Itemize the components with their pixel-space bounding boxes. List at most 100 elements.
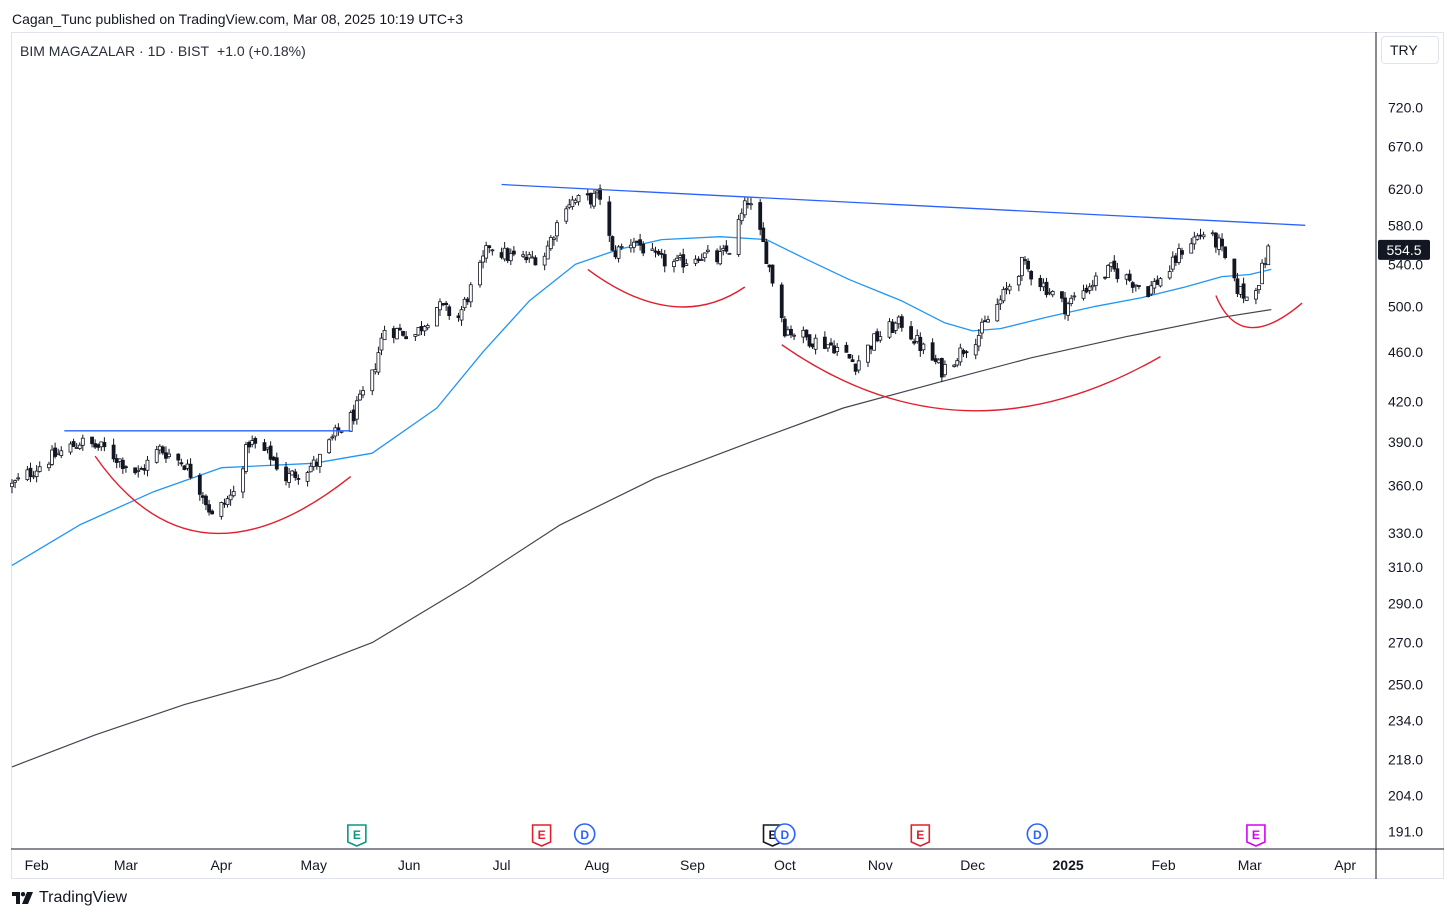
symbol-name[interactable]: BIM MAGAZALAR · 1D · BIST bbox=[20, 43, 210, 59]
dividend-icon[interactable] bbox=[774, 823, 796, 845]
candle-body bbox=[1044, 281, 1049, 296]
candle bbox=[499, 247, 504, 260]
candle bbox=[727, 252, 732, 255]
dividend-marker[interactable]: D bbox=[1026, 823, 1049, 845]
tradingview-logo-icon bbox=[12, 892, 33, 904]
earnings-marker[interactable]: E bbox=[347, 824, 367, 847]
candle bbox=[330, 434, 335, 441]
candle-body bbox=[835, 347, 840, 353]
candle bbox=[47, 461, 51, 472]
candle-body bbox=[524, 256, 529, 261]
price-tick-label: 500.0 bbox=[1388, 298, 1423, 314]
earnings-icon[interactable] bbox=[347, 824, 367, 847]
candle bbox=[1180, 247, 1184, 260]
trendline[interactable] bbox=[501, 183, 1306, 226]
currency-button[interactable]: TRY bbox=[1381, 36, 1439, 64]
candle-body bbox=[650, 248, 655, 251]
earnings-marker[interactable]: E bbox=[910, 824, 931, 847]
candle bbox=[976, 329, 981, 352]
candle bbox=[167, 448, 171, 459]
cup-arc[interactable] bbox=[94, 455, 352, 535]
cup-arc[interactable] bbox=[1215, 295, 1303, 329]
candle bbox=[1133, 284, 1138, 292]
candle-body bbox=[114, 458, 119, 463]
candle-body bbox=[973, 344, 978, 356]
candle-body bbox=[508, 252, 513, 262]
candle bbox=[899, 314, 904, 332]
cup-arc[interactable] bbox=[781, 344, 1161, 412]
candle-body bbox=[1195, 235, 1200, 240]
candle-body bbox=[361, 390, 365, 396]
candle-body bbox=[943, 363, 947, 376]
candle bbox=[653, 246, 658, 258]
candle bbox=[749, 197, 753, 210]
candle-body bbox=[890, 321, 895, 334]
candle bbox=[702, 252, 707, 262]
candle bbox=[484, 241, 489, 263]
candle-body bbox=[287, 473, 292, 483]
candle-body bbox=[659, 253, 664, 255]
candle bbox=[1044, 277, 1049, 298]
candle-body bbox=[391, 328, 396, 338]
candle-body bbox=[555, 222, 559, 237]
candle bbox=[382, 325, 387, 341]
candle bbox=[1198, 228, 1203, 240]
earnings-icon[interactable] bbox=[531, 824, 552, 847]
candle bbox=[394, 327, 399, 340]
time-tick-label: Sep bbox=[680, 857, 705, 873]
dividend-icon[interactable] bbox=[1026, 823, 1049, 845]
candle bbox=[1173, 252, 1178, 267]
candle bbox=[1189, 237, 1194, 254]
candle bbox=[185, 459, 190, 471]
candle bbox=[1029, 270, 1034, 286]
candle bbox=[585, 189, 590, 201]
candle bbox=[204, 494, 208, 511]
candle-body bbox=[398, 327, 402, 331]
candle-body bbox=[505, 248, 510, 261]
earnings-icon[interactable] bbox=[910, 824, 931, 847]
cup-arc[interactable] bbox=[587, 268, 746, 308]
candle bbox=[662, 249, 667, 273]
candle bbox=[56, 448, 61, 456]
candle bbox=[1244, 296, 1249, 301]
candle bbox=[505, 247, 510, 264]
dividend-icon[interactable] bbox=[573, 823, 596, 845]
candle bbox=[801, 326, 806, 344]
candle bbox=[398, 323, 402, 331]
candle-body bbox=[358, 393, 362, 401]
earnings-marker[interactable]: E bbox=[531, 824, 552, 847]
candle bbox=[77, 442, 82, 451]
candle-body bbox=[1072, 295, 1077, 298]
candle bbox=[1137, 285, 1141, 290]
candle-body bbox=[896, 316, 901, 325]
time-tick-label: Oct bbox=[774, 857, 796, 873]
candle bbox=[736, 214, 741, 257]
candle bbox=[779, 282, 784, 323]
tradingview-logo[interactable]: TradingView bbox=[12, 888, 127, 908]
candle bbox=[164, 446, 168, 463]
candle-body bbox=[632, 241, 636, 248]
candle-body bbox=[250, 440, 255, 445]
earnings-marker[interactable]: E bbox=[1246, 824, 1266, 847]
candle-body bbox=[939, 358, 944, 378]
candle bbox=[1170, 251, 1175, 272]
candle bbox=[1047, 288, 1052, 296]
candle-body bbox=[293, 471, 298, 478]
price-tick-label: 310.0 bbox=[1388, 559, 1423, 575]
candle bbox=[1069, 294, 1074, 307]
dividend-marker[interactable]: D bbox=[573, 823, 596, 845]
candle-body bbox=[1029, 270, 1034, 280]
earnings-icon[interactable] bbox=[1246, 824, 1266, 847]
candle bbox=[481, 250, 485, 269]
candle bbox=[936, 357, 941, 364]
candle bbox=[231, 485, 236, 498]
candle bbox=[422, 324, 427, 336]
event-label: E bbox=[538, 828, 546, 842]
dividend-marker[interactable]: D bbox=[774, 823, 796, 845]
time-tick-label: Apr bbox=[1334, 857, 1356, 873]
candle bbox=[1201, 231, 1206, 240]
candle bbox=[71, 438, 76, 447]
price-tick-label: 270.0 bbox=[1388, 635, 1423, 651]
candle bbox=[487, 244, 492, 254]
